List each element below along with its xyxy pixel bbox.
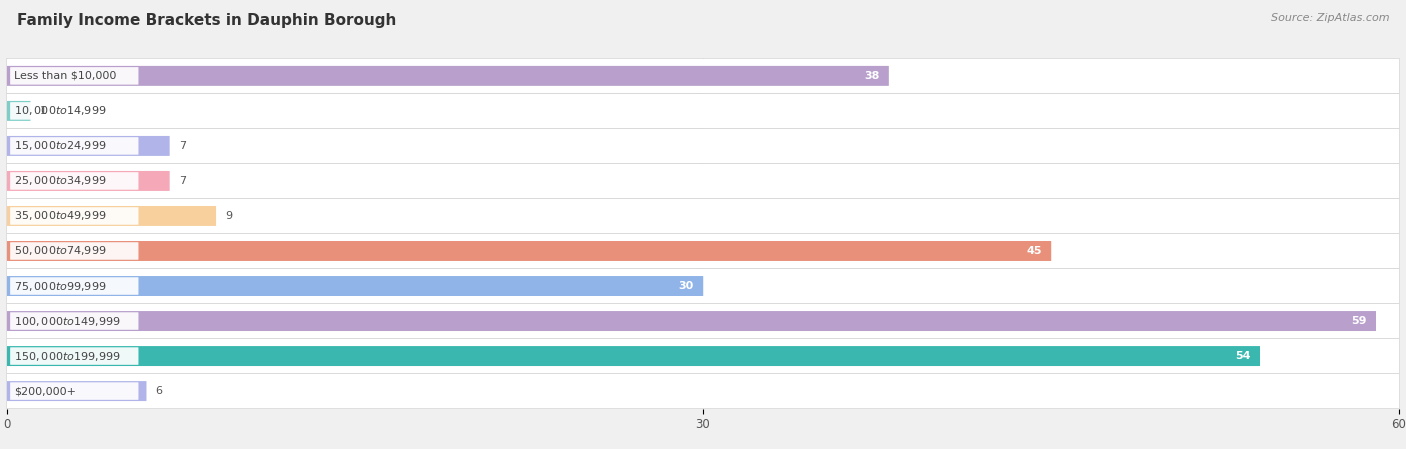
Text: $35,000 to $49,999: $35,000 to $49,999 — [14, 210, 107, 222]
Text: 6: 6 — [156, 386, 163, 396]
Text: 9: 9 — [225, 211, 232, 221]
FancyBboxPatch shape — [7, 198, 1399, 233]
FancyBboxPatch shape — [10, 102, 138, 119]
FancyBboxPatch shape — [10, 137, 138, 154]
Text: $150,000 to $199,999: $150,000 to $199,999 — [14, 350, 121, 362]
FancyBboxPatch shape — [7, 276, 703, 296]
FancyBboxPatch shape — [7, 381, 146, 401]
Text: 38: 38 — [863, 71, 879, 81]
FancyBboxPatch shape — [10, 172, 138, 189]
FancyBboxPatch shape — [7, 339, 1399, 374]
FancyBboxPatch shape — [7, 163, 1399, 198]
FancyBboxPatch shape — [7, 233, 1399, 269]
FancyBboxPatch shape — [7, 304, 1399, 339]
Text: 45: 45 — [1026, 246, 1042, 256]
Text: $50,000 to $74,999: $50,000 to $74,999 — [14, 245, 107, 257]
FancyBboxPatch shape — [10, 348, 138, 365]
FancyBboxPatch shape — [7, 311, 1376, 331]
Text: Family Income Brackets in Dauphin Borough: Family Income Brackets in Dauphin Boroug… — [17, 13, 396, 28]
FancyBboxPatch shape — [10, 242, 138, 260]
FancyBboxPatch shape — [7, 171, 170, 191]
Text: $200,000+: $200,000+ — [14, 386, 76, 396]
Text: 54: 54 — [1234, 351, 1250, 361]
FancyBboxPatch shape — [7, 128, 1399, 163]
FancyBboxPatch shape — [7, 101, 31, 121]
FancyBboxPatch shape — [10, 277, 138, 295]
Text: Less than $10,000: Less than $10,000 — [14, 71, 117, 81]
Text: $25,000 to $34,999: $25,000 to $34,999 — [14, 175, 107, 187]
FancyBboxPatch shape — [7, 93, 1399, 128]
Text: 1: 1 — [39, 106, 46, 116]
FancyBboxPatch shape — [10, 383, 138, 400]
Text: $15,000 to $24,999: $15,000 to $24,999 — [14, 140, 107, 152]
FancyBboxPatch shape — [7, 206, 217, 226]
FancyBboxPatch shape — [10, 67, 138, 85]
Text: 59: 59 — [1351, 316, 1367, 326]
FancyBboxPatch shape — [7, 346, 1260, 366]
Text: 7: 7 — [179, 141, 186, 151]
Text: $75,000 to $99,999: $75,000 to $99,999 — [14, 280, 107, 292]
FancyBboxPatch shape — [7, 136, 170, 156]
FancyBboxPatch shape — [7, 241, 1052, 261]
FancyBboxPatch shape — [7, 58, 1399, 93]
Text: $100,000 to $149,999: $100,000 to $149,999 — [14, 315, 121, 327]
FancyBboxPatch shape — [10, 207, 138, 224]
Text: $10,000 to $14,999: $10,000 to $14,999 — [14, 105, 107, 117]
FancyBboxPatch shape — [7, 374, 1399, 409]
FancyBboxPatch shape — [7, 269, 1399, 304]
Text: 7: 7 — [179, 176, 186, 186]
Text: Source: ZipAtlas.com: Source: ZipAtlas.com — [1271, 13, 1389, 23]
Text: 30: 30 — [679, 281, 693, 291]
FancyBboxPatch shape — [7, 66, 889, 86]
FancyBboxPatch shape — [10, 313, 138, 330]
